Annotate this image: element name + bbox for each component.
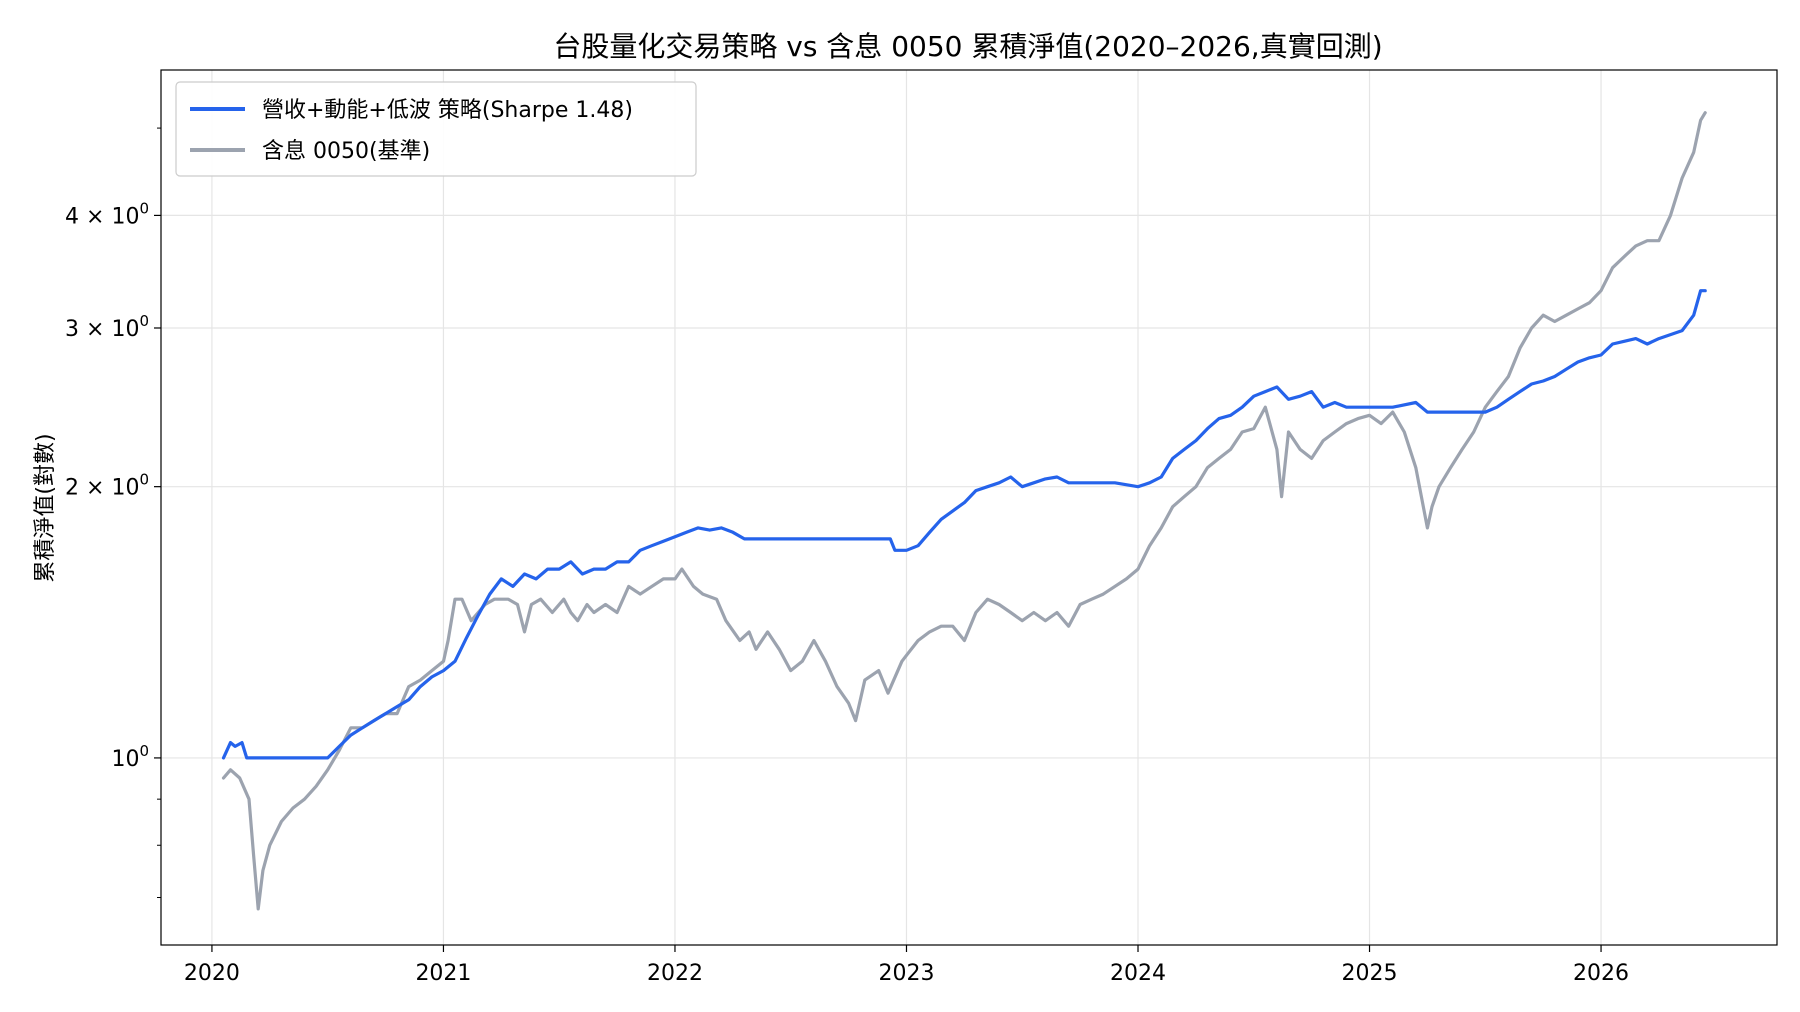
x-tick-label: 2025 [1342, 961, 1398, 986]
y-tick-label: 100 [111, 742, 149, 772]
x-tick-label: 2024 [1110, 961, 1166, 986]
series-lines [221, 111, 1707, 911]
legend-box [175, 81, 697, 177]
legend-label-benchmark: 含息 0050(基準) [262, 139, 430, 164]
chart-title: 台股量化交易策略 vs 含息 0050 累積淨值(2020–2026,真實回測) [553, 30, 1382, 63]
x-tick-label: 2026 [1573, 961, 1629, 986]
legend-label-strategy: 營收+動能+低波 策略(Sharpe 1.48) [262, 98, 633, 123]
y-tick-label: 2 × 100 [65, 471, 149, 501]
series-line [221, 111, 1707, 911]
x-tick-label: 2022 [647, 961, 703, 986]
x-tick-label: 2023 [878, 961, 934, 986]
x-tick-label: 2021 [415, 961, 471, 986]
y-tick-label: 4 × 100 [65, 199, 149, 229]
y-axis-label: 累積淨值(對數) [33, 433, 58, 582]
x-axis: 2020 2021 2022 2023 2024 2025 2026 [184, 945, 1629, 986]
plot-frame [160, 69, 1778, 946]
y-tick-label: 3 × 100 [65, 312, 149, 342]
grid [161, 70, 1777, 945]
x-tick-label: 2020 [184, 961, 240, 986]
legend: 營收+動能+低波 策略(Sharpe 1.48) 含息 0050(基準) [175, 81, 697, 177]
y-axis: 100 2 × 100 3 × 100 4 × 100 [65, 127, 161, 899]
series-line [221, 289, 1707, 760]
